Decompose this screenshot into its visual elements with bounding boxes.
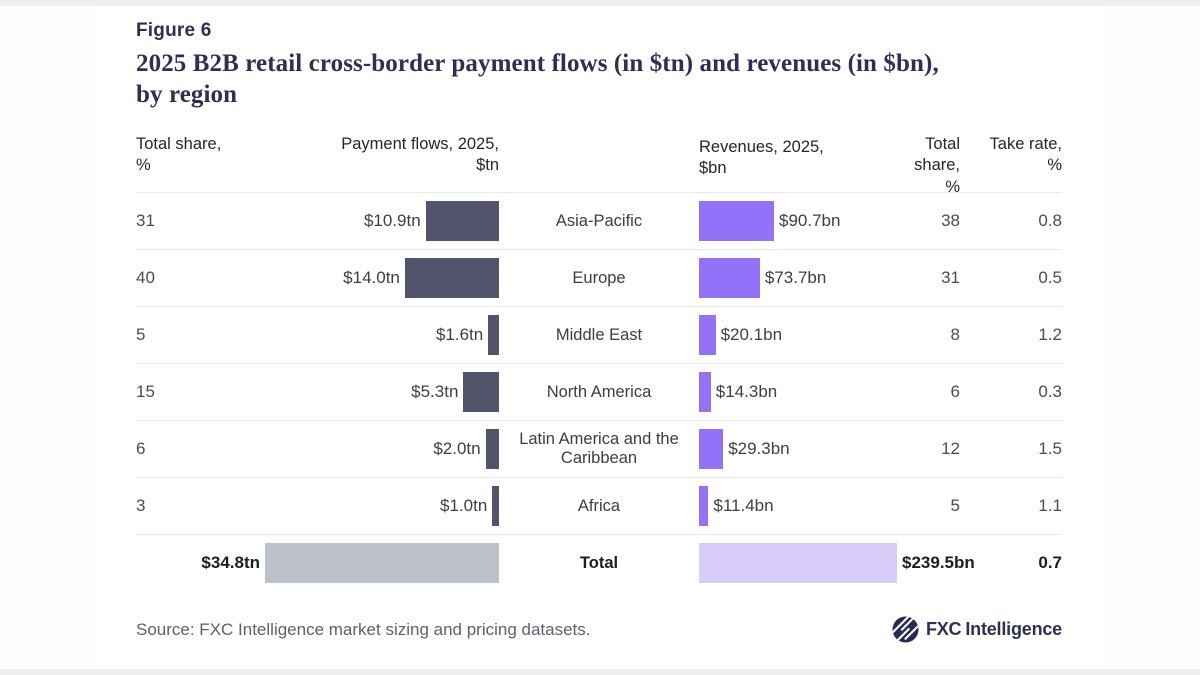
flow-share-value: 15 [136, 382, 155, 401]
total-label: Total [579, 553, 619, 572]
payment-flow-value: $14.0tn [343, 268, 400, 287]
revenue-bar [699, 258, 760, 298]
revenue-share-value: 5 [950, 496, 960, 515]
table-row-latin-america: 6 $2.0tn Latin America and the Caribbean… [136, 420, 1062, 477]
table-row-asia-pacific: 31 $10.9tn Asia-Pacific $90.7bn 38 0.8 [136, 192, 1062, 249]
payment-flow-bar [488, 315, 499, 355]
table-row-middle-east: 5 $1.6tn Middle East $20.1bn 8 1.2 [136, 306, 1062, 363]
payment-flow-value: $2.0tn [433, 439, 481, 458]
table-row-europe: 40 $14.0tn Europe $73.7bn 31 0.5 [136, 249, 1062, 306]
payment-flow-value: $1.6tn [435, 325, 484, 344]
payment-flow-value: $5.3tn [411, 382, 459, 401]
revenue-share-value: 38 [941, 211, 960, 230]
chart-card: Figure 6 2025 B2B retail cross-border pa… [97, 6, 1103, 669]
region-label: Middle East [555, 325, 643, 344]
region-label: Europe [572, 268, 626, 287]
revenue-bar [699, 315, 716, 355]
bottom-edge-strip [0, 669, 1200, 675]
flow-share-value: 5 [136, 325, 146, 344]
column-header-flow-share: Total share, % [136, 135, 222, 175]
fxc-intelligence-logo: FXC Intelligence [891, 616, 1062, 643]
revenue-share-value: 6 [950, 382, 960, 401]
revenue-bar [699, 486, 709, 526]
column-header-payment-flows: Payment flows, 2025, $tn [341, 135, 499, 175]
logo-wordmark: FXC Intelligence [925, 619, 1062, 639]
revenue-total-cell: $239.5bn [699, 543, 975, 583]
payment-flow-bar [492, 486, 499, 526]
figure-label: Figure 6 [136, 20, 212, 41]
region-label: Africa [577, 496, 621, 515]
payment-flow-bar [425, 201, 499, 241]
payment-flow-total-value: $34.8tn [201, 553, 260, 572]
payment-flow-cell: $2.0tn [266, 429, 499, 469]
revenue-share-value: 31 [941, 268, 960, 287]
table-row-africa: 3 $1.0tn Africa $11.4bn 5 1.1 [136, 477, 1062, 534]
revenue-cell: $20.1bn [699, 315, 889, 355]
flow-share-value: 3 [136, 496, 146, 515]
payment-flow-bar [485, 429, 499, 469]
revenue-value: $90.7bn [779, 211, 841, 230]
revenue-value: $20.1bn [720, 325, 783, 344]
payment-flow-bar [463, 372, 499, 412]
chart-title-line1: 2025 B2B retail cross-border payment flo… [136, 50, 939, 77]
flow-share-value: 31 [136, 211, 155, 230]
region-label: North America [546, 382, 652, 401]
flow-share-value: 40 [136, 268, 155, 287]
take-rate-value: 0.5 [1038, 268, 1062, 287]
revenue-value: $11.4bn [713, 496, 774, 515]
source-note: Source: FXC Intelligence market sizing a… [136, 620, 591, 639]
region-label: Latin America and the Caribbean [519, 430, 679, 467]
chart-title: 2025 B2B retail cross-border payment flo… [136, 48, 1066, 110]
take-rate-value: 0.3 [1038, 382, 1062, 401]
chart-title-line2: by region [136, 81, 238, 108]
flow-share-value: 6 [136, 439, 146, 458]
table-row-north-america: 15 $5.3tn North America $14.3bn 6 0.3 [136, 363, 1062, 420]
revenue-value: $73.7bn [764, 268, 827, 287]
revenue-total-bar [699, 543, 897, 583]
revenue-bar [699, 372, 711, 412]
take-rate-value: 1.1 [1038, 496, 1062, 515]
payment-flow-value: $1.0tn [440, 496, 488, 515]
take-rate-value: 0.8 [1038, 211, 1062, 230]
column-header-revenue-share: Total share, % [914, 135, 960, 196]
revenue-share-value: 12 [941, 439, 960, 458]
take-rate-total-value: 0.7 [1038, 553, 1062, 572]
revenue-cell: $29.3bn [699, 429, 889, 469]
payment-flow-cell: $1.0tn [266, 486, 499, 526]
take-rate-value: 1.5 [1038, 439, 1062, 458]
revenue-cell: $11.4bn [699, 486, 889, 526]
top-edge-strip [0, 0, 1200, 6]
column-header-revenues: Revenues, 2025, $bn [699, 138, 824, 178]
payment-flow-cell: $14.0tn [266, 258, 499, 298]
column-header-take-rate: Take rate, % [989, 135, 1062, 175]
revenue-value: $29.3bn [728, 439, 790, 458]
payment-flow-total-cell: $34.8tn [201, 543, 499, 583]
payment-flow-total-bar [265, 543, 499, 583]
revenue-cell: $90.7bn [699, 201, 889, 241]
revenue-bar [699, 201, 774, 241]
revenue-total-value: $239.5bn [902, 553, 975, 572]
take-rate-value: 1.2 [1038, 325, 1062, 344]
revenue-share-value: 8 [950, 325, 960, 344]
payment-flow-cell: $10.9tn [266, 201, 499, 241]
chart-table: Total share, % Payment flows, 2025, $tn … [136, 134, 1062, 591]
revenue-value: $14.3bn [715, 382, 778, 401]
payment-flow-bar [404, 258, 499, 298]
payment-flow-cell: $1.6tn [266, 315, 499, 355]
fxc-logo-icon [891, 616, 919, 643]
region-label: Asia-Pacific [555, 211, 643, 230]
payment-flow-cell: $5.3tn [266, 372, 499, 412]
table-row-total: $34.8tn Total $239.5bn 0.7 [136, 534, 1062, 591]
revenue-bar [699, 429, 724, 469]
payment-flow-value: $10.9tn [363, 211, 421, 230]
column-header-row: Total share, % Payment flows, 2025, $tn … [136, 134, 1062, 196]
revenue-cell: $14.3bn [699, 372, 889, 412]
revenue-cell: $73.7bn [699, 258, 889, 298]
